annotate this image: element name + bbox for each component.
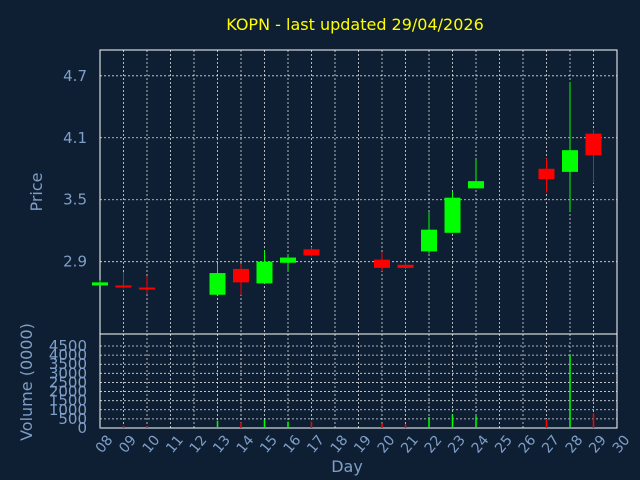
x-tick-label: 25 [492, 432, 516, 456]
volume-tick-label: 0 [77, 419, 87, 437]
price-layer [92, 82, 602, 295]
candle-body [256, 261, 273, 284]
x-tick-label: 24 [469, 432, 493, 456]
x-tick-label: 11 [163, 432, 187, 456]
x-tick-label: 13 [210, 432, 234, 456]
candle-body [374, 259, 390, 268]
candle-body [421, 229, 437, 252]
candle-body [468, 181, 484, 189]
candle-body [562, 150, 578, 172]
price-tick-label: 3.5 [63, 191, 87, 209]
x-tick-label: 21 [398, 432, 422, 456]
x-tick-label: 17 [304, 432, 328, 456]
volume-bar [569, 354, 571, 428]
volume-tick-label: 1000 [49, 401, 87, 419]
x-tick-label: 14 [234, 432, 258, 456]
volume-bar [146, 426, 148, 428]
x-tick-label: 18 [328, 432, 352, 456]
volume-tick-label: 1500 [49, 392, 87, 410]
x-tick-label: 29 [586, 432, 610, 456]
tick-layer: 08 09 10 11 12 13 14 15 16 17 18 19 20 21 22 23 24 25 26 27… [49, 67, 634, 457]
volume-bar [122, 425, 125, 428]
volume-bar [99, 427, 101, 428]
volume-axis-label: Volume (0000) [17, 323, 36, 441]
candle-body [538, 168, 555, 180]
candle-body [233, 268, 249, 283]
x-tick-label: 26 [516, 432, 540, 456]
volume-bar [216, 420, 219, 428]
x-tick-label: 12 [187, 432, 211, 456]
x-tick-label: 22 [422, 432, 446, 456]
x-tick-label: 08 [93, 432, 117, 456]
volume-bar [475, 416, 477, 428]
price-tick-label: 4.7 [63, 67, 87, 85]
volume-bar [263, 419, 266, 428]
candle-body [585, 133, 602, 156]
x-tick-label: 10 [140, 432, 164, 456]
volume-tick-label: 3000 [49, 364, 87, 382]
chart-title: KOPN - last updated 29/04/2026 [226, 15, 484, 34]
day-axis-label: Day [331, 457, 363, 476]
volume-tick-label: 4500 [49, 337, 87, 355]
x-tick-label: 30 [610, 432, 634, 456]
candle-body [139, 287, 155, 290]
candle-body [280, 257, 296, 263]
volume-layer [99, 354, 595, 428]
price-tick-label: 4.1 [63, 129, 87, 147]
volume-tick-label: 500 [58, 410, 87, 428]
volume-tick-label: 2500 [49, 373, 87, 391]
volume-bar [451, 414, 454, 428]
candle-body [115, 285, 132, 288]
x-tick-label: 16 [281, 432, 305, 456]
x-tick-label: 20 [375, 432, 399, 456]
candle-body [444, 197, 461, 233]
volume-bar [240, 422, 242, 428]
candle-body [397, 264, 414, 268]
x-tick-label: 09 [116, 432, 140, 456]
volume-tick-label: 3500 [49, 355, 87, 373]
volume-plot-frame [99, 333, 618, 429]
volume-tick-label: 2000 [49, 383, 87, 401]
x-tick-label: 27 [539, 432, 563, 456]
volume-tick-label: 4000 [49, 346, 87, 364]
candle-body [303, 249, 320, 256]
volume-bar [545, 419, 548, 428]
x-tick-label: 15 [257, 432, 281, 456]
candle-body [209, 273, 226, 295]
price-tick-label: 2.9 [63, 253, 87, 271]
volume-bar [428, 417, 430, 428]
x-tick-label: 19 [351, 432, 375, 456]
candle-body [92, 282, 108, 286]
x-tick-label: 23 [445, 432, 469, 456]
volume-bar [592, 413, 595, 428]
volume-bar [381, 423, 383, 428]
volume-bar [310, 421, 313, 428]
x-tick-label: 28 [563, 432, 587, 456]
price-axis-label: Price [27, 172, 46, 211]
grid-layer [100, 50, 617, 428]
volume-bar [404, 424, 407, 428]
volume-bar [287, 421, 289, 428]
